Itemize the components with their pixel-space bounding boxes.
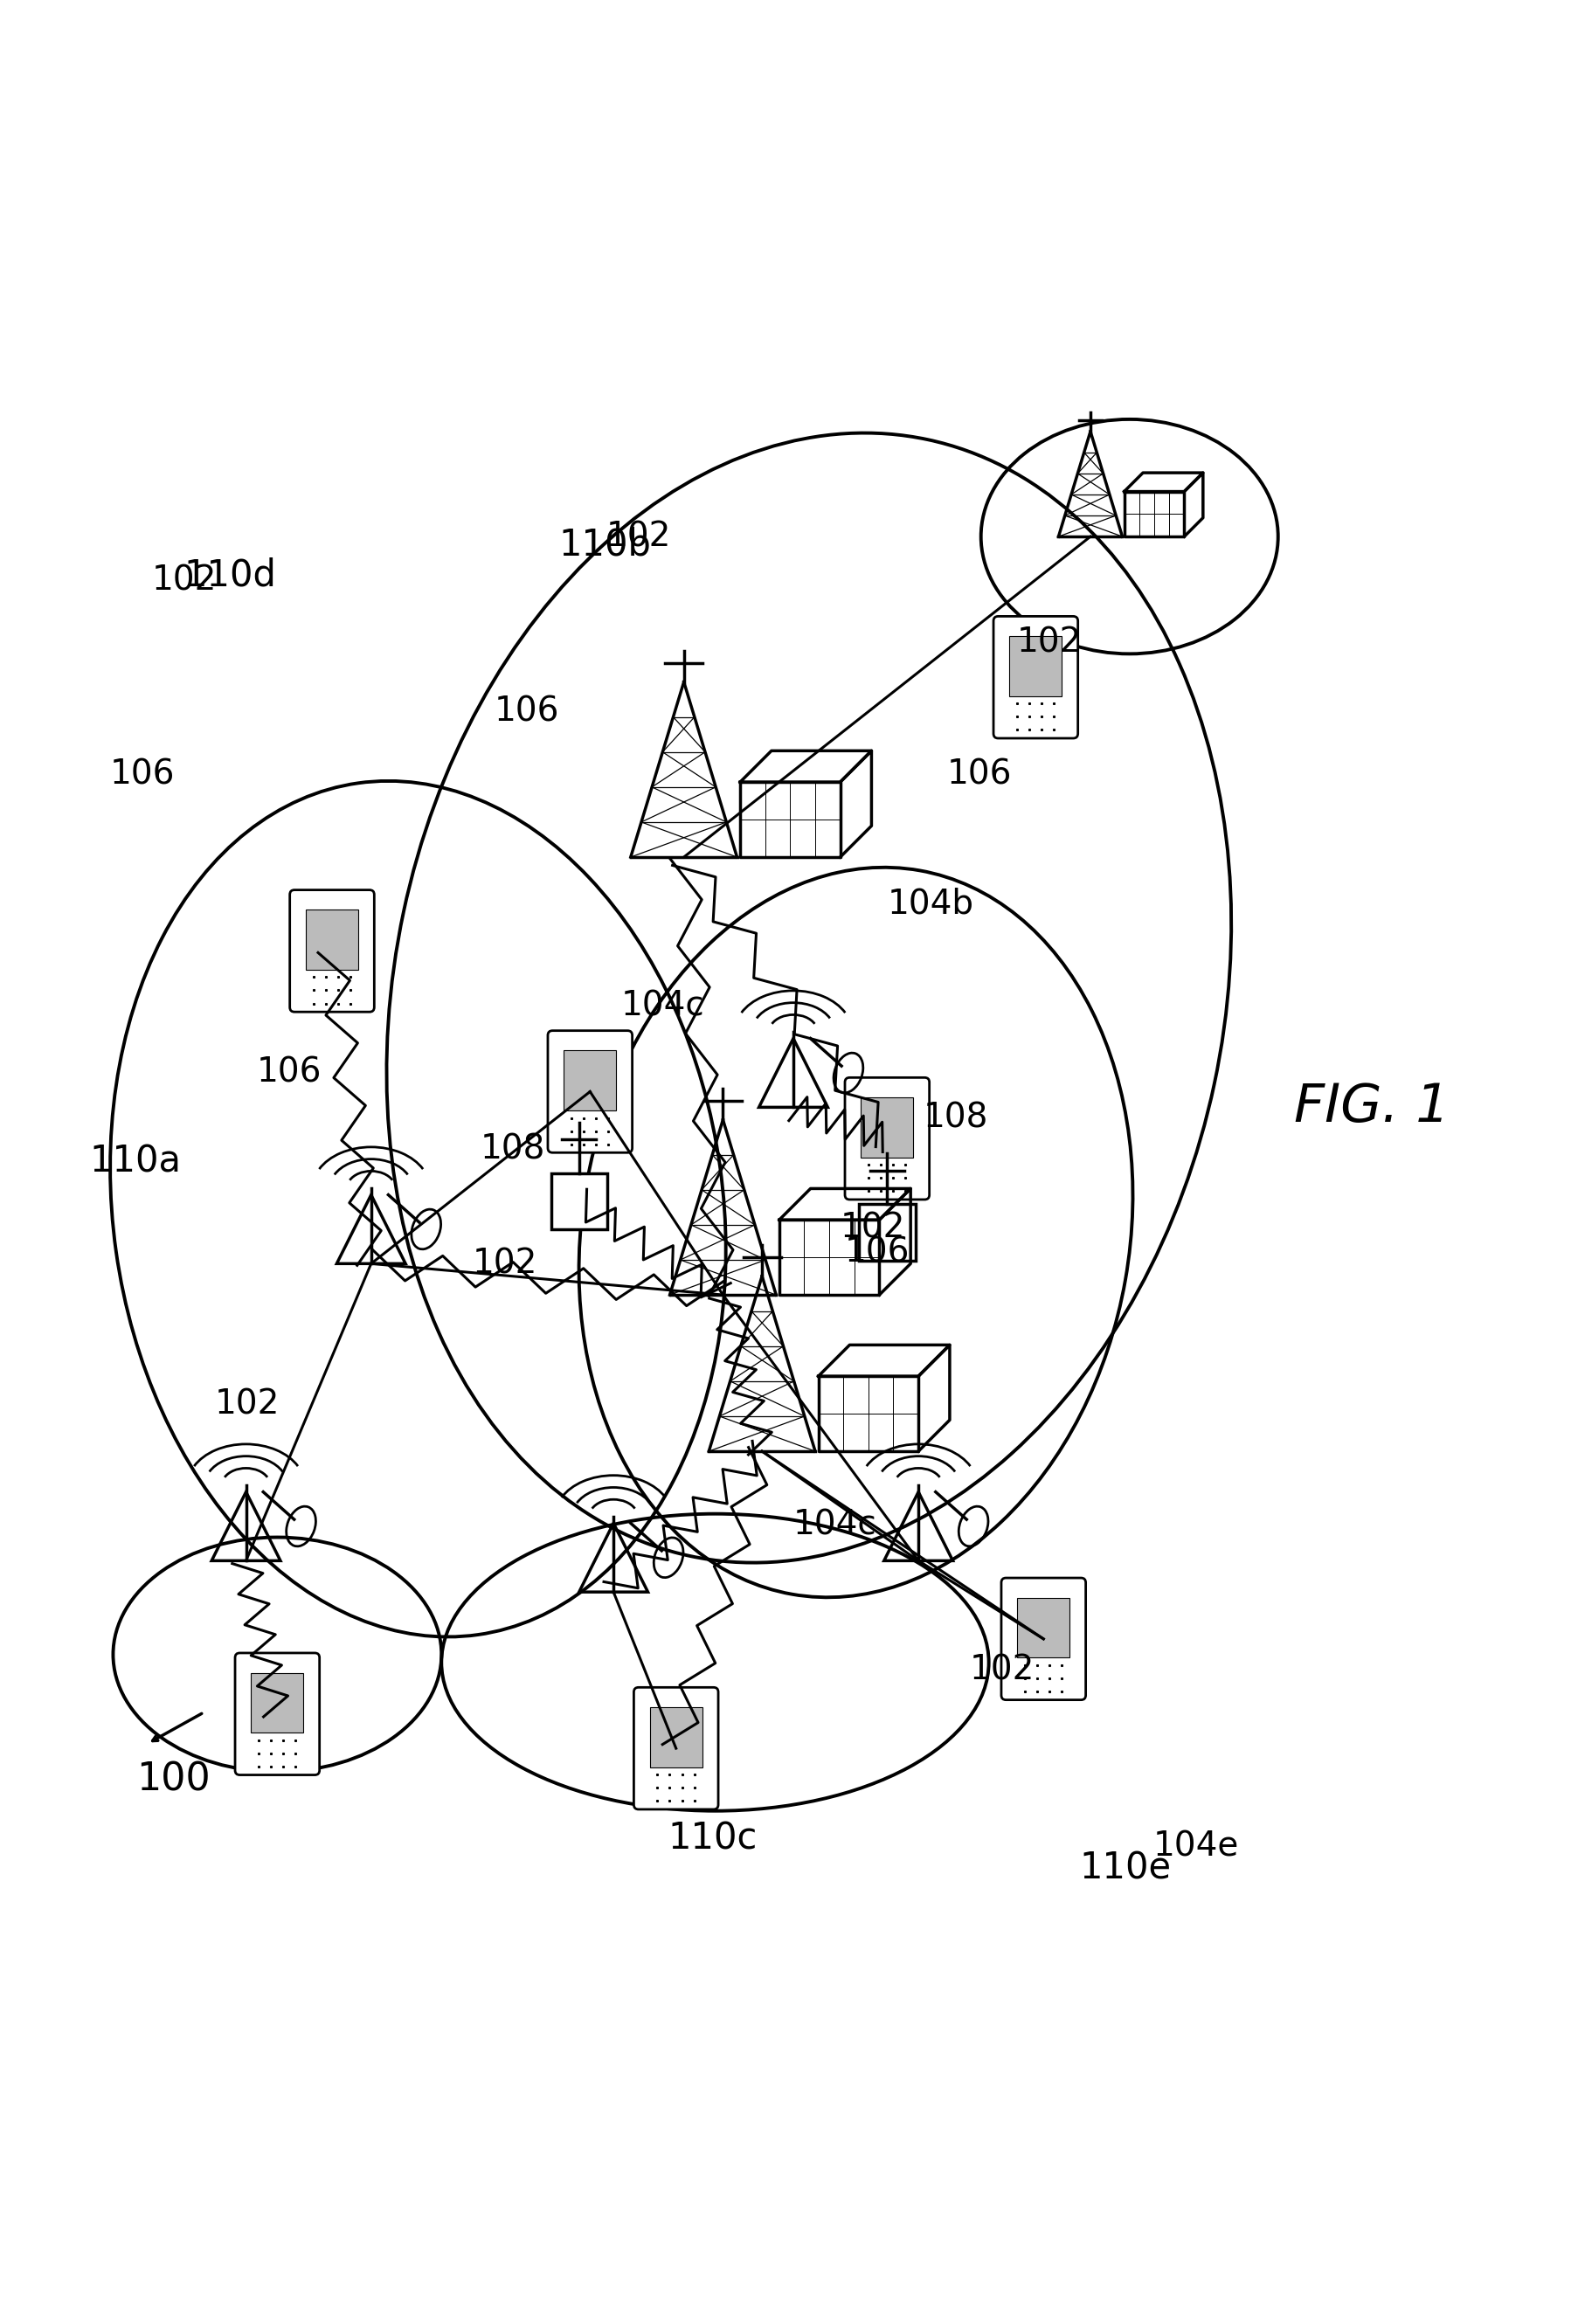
FancyBboxPatch shape xyxy=(633,1687,718,1810)
FancyBboxPatch shape xyxy=(859,1204,916,1260)
Text: 106: 106 xyxy=(258,1057,322,1090)
Text: 106: 106 xyxy=(110,758,174,790)
Text: 100: 100 xyxy=(137,1762,211,1799)
Text: 108: 108 xyxy=(924,1102,988,1134)
Text: FIG. 1: FIG. 1 xyxy=(1295,1081,1450,1134)
Text: 102: 102 xyxy=(152,565,217,597)
Bar xyxy=(1018,1597,1070,1657)
FancyBboxPatch shape xyxy=(289,890,374,1011)
Text: 106: 106 xyxy=(845,1236,910,1269)
FancyBboxPatch shape xyxy=(236,1652,319,1776)
Text: 102: 102 xyxy=(473,1248,537,1281)
Text: 102: 102 xyxy=(969,1655,1035,1687)
Bar xyxy=(861,1097,913,1157)
Text: 104c: 104c xyxy=(621,990,705,1023)
Bar xyxy=(1010,637,1062,697)
Text: 104e: 104e xyxy=(1153,1831,1240,1864)
Text: 102: 102 xyxy=(606,521,671,553)
Bar xyxy=(251,1673,303,1734)
FancyBboxPatch shape xyxy=(993,616,1078,739)
Text: 102: 102 xyxy=(1016,625,1082,660)
Text: 110c: 110c xyxy=(668,1820,757,1857)
Bar xyxy=(650,1708,702,1766)
FancyBboxPatch shape xyxy=(548,1030,632,1153)
Text: 104c: 104c xyxy=(793,1508,877,1541)
FancyBboxPatch shape xyxy=(845,1078,930,1199)
Text: 106: 106 xyxy=(947,758,1012,790)
Text: 110b: 110b xyxy=(559,525,652,562)
FancyBboxPatch shape xyxy=(551,1174,608,1229)
Bar xyxy=(306,909,358,969)
Text: 102: 102 xyxy=(840,1211,905,1243)
Text: 110e: 110e xyxy=(1079,1850,1172,1887)
FancyBboxPatch shape xyxy=(1001,1578,1086,1699)
Text: 110d: 110d xyxy=(184,558,276,595)
Text: 108: 108 xyxy=(481,1132,545,1167)
Text: 106: 106 xyxy=(495,695,559,727)
Bar xyxy=(564,1050,616,1111)
Text: 104b: 104b xyxy=(888,888,974,920)
Text: 110a: 110a xyxy=(90,1143,181,1181)
Text: 102: 102 xyxy=(215,1387,280,1420)
